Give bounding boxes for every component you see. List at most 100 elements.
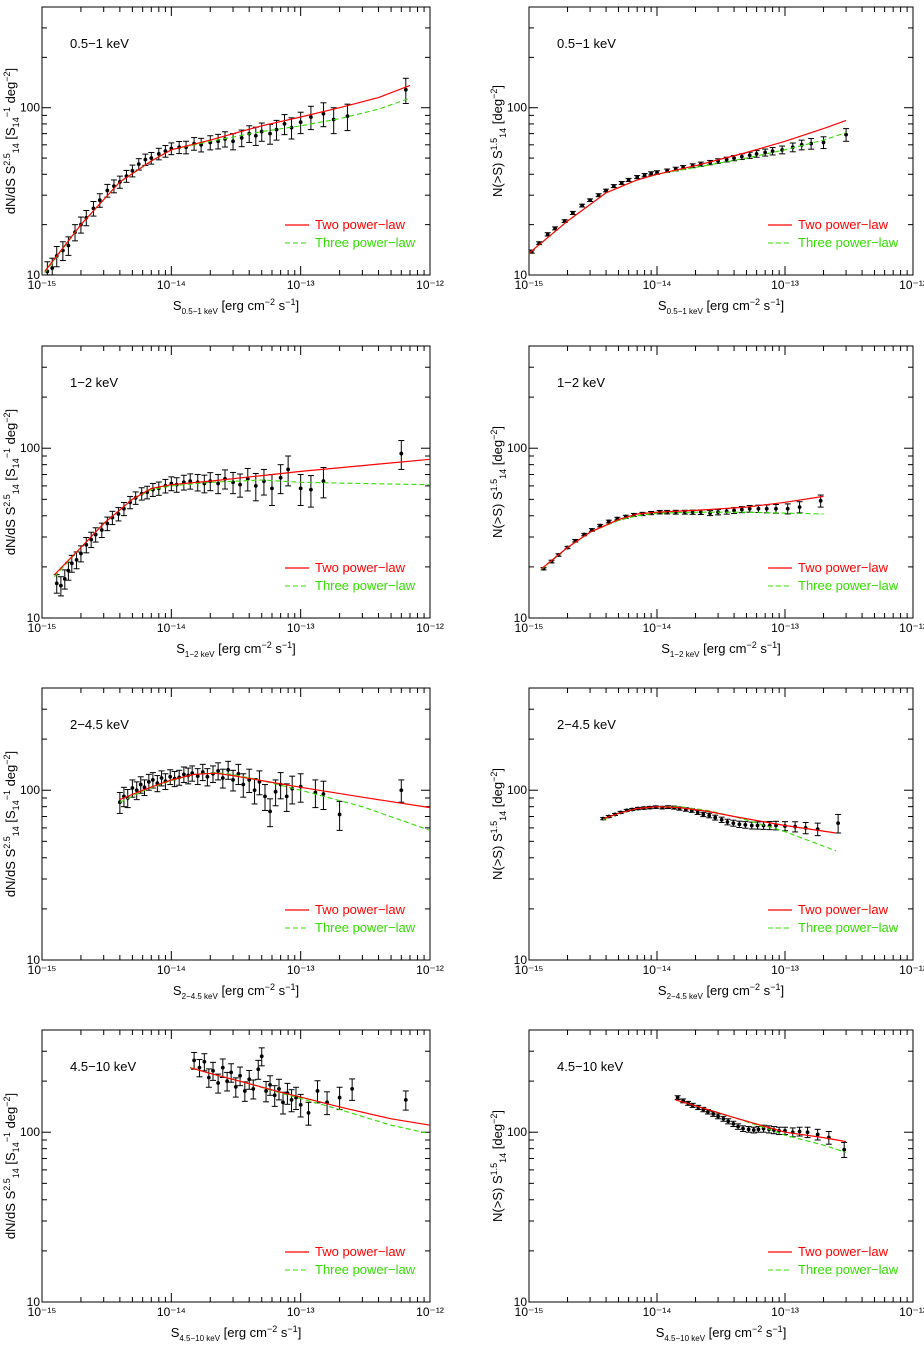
data-point — [220, 1065, 225, 1070]
y-tick-label: 100 — [20, 101, 40, 115]
x-axis-title: S0.5−1 keV [erg cm−2 s−1] — [173, 297, 299, 316]
data-point — [606, 519, 611, 524]
x-tick-label: 10⁻¹⁴ — [157, 278, 186, 292]
data-point — [205, 774, 210, 779]
data-point — [739, 507, 744, 512]
data-point — [289, 1098, 294, 1102]
data-point — [105, 188, 110, 193]
data-point — [281, 1100, 285, 1105]
y-axis-title: N(>S) S1.514 [deg−2] — [489, 1110, 508, 1222]
data-point — [273, 789, 278, 794]
legend-label-two-power-law: Two power−law — [798, 902, 889, 917]
data-point — [242, 1089, 247, 1093]
data-point — [626, 178, 631, 182]
data-point — [264, 1089, 268, 1093]
y-title-sup: 2.5 — [2, 1178, 12, 1191]
data-point — [725, 820, 730, 824]
data-point — [251, 1086, 256, 1091]
y-title-end: deg — [3, 1107, 18, 1132]
data-point — [159, 776, 164, 780]
data-point — [231, 778, 235, 782]
x-axis-title: S2−4.5 keV [erg cm−2 s−1] — [658, 982, 784, 1001]
data-point — [655, 170, 659, 175]
y-title-sup: −2 — [489, 89, 499, 99]
data-point — [707, 813, 712, 818]
data-point — [635, 175, 640, 179]
data-point — [202, 1059, 207, 1064]
data-point — [721, 1116, 726, 1121]
y-axis-title: N(>S) S1.514 [deg−2] — [489, 426, 508, 538]
y-axis-title: dN/dS S2.514 [S14−1 deg−2] — [2, 409, 21, 555]
y-title-close: ] — [3, 68, 18, 72]
data-point — [150, 778, 155, 782]
x-tick-label: 10⁻¹⁵ — [515, 963, 544, 977]
data-point — [74, 557, 79, 562]
y-title-end: deg — [3, 423, 18, 448]
energy-band-label: 2−4.5 keV — [70, 717, 129, 732]
legend-label-three-power-law: Three power−law — [798, 1262, 899, 1277]
data-point — [289, 125, 294, 130]
data-point — [403, 87, 408, 92]
data-point — [116, 512, 121, 516]
y-title-sup: −1 — [2, 1132, 12, 1142]
two-power-law-curve — [190, 1067, 431, 1126]
legend-label-three-power-law: Three power−law — [798, 235, 899, 250]
data-point — [732, 508, 736, 513]
data-point — [598, 523, 603, 528]
x-tick-label: 10⁻¹⁵ — [515, 621, 544, 635]
x-title-sup: −1 — [282, 640, 292, 650]
y-title-close: ] — [3, 409, 18, 413]
x-axis-title: S1−2 keV [erg cm−2 s−1] — [176, 640, 296, 659]
x-title-sup: −2 — [750, 297, 760, 307]
y-title-sup: −2 — [2, 71, 12, 81]
y-title-sub: 14 — [498, 811, 508, 821]
y-title-rest: [deg — [490, 782, 505, 811]
data-point — [50, 266, 55, 270]
data-point — [263, 794, 267, 799]
y-tick-label: 10 — [27, 611, 41, 625]
data-point — [156, 151, 161, 156]
x-axis-title: S0.5−1 keV [erg cm−2 s−1] — [658, 297, 784, 316]
two-power-law-curve — [119, 772, 431, 809]
x-title-rest: [erg cm — [700, 641, 747, 656]
y-title-rest: [deg — [490, 440, 505, 469]
energy-band-label: 1−2 keV — [70, 375, 118, 390]
x-title-rest: [erg cm — [705, 1325, 752, 1340]
data-point — [245, 476, 250, 481]
x-title-mid: s — [277, 1325, 288, 1340]
data-point — [749, 823, 754, 828]
data-point — [588, 198, 592, 203]
x-title-sub: 2−4.5 keV — [667, 992, 704, 1001]
x-title-main: S — [656, 1325, 665, 1340]
data-point — [97, 198, 102, 203]
data-point — [818, 498, 823, 503]
y-tick-label: 100 — [20, 783, 40, 797]
data-point — [306, 1110, 311, 1115]
data-point — [270, 486, 274, 491]
x-tick-label: 10⁻¹⁴ — [643, 963, 672, 977]
data-point — [181, 772, 186, 777]
y-tick-label: 10 — [514, 268, 528, 282]
x-axis-title: S4.5−10 keV [erg cm−2 s−1] — [656, 1324, 787, 1343]
x-title-end: ] — [783, 1325, 787, 1340]
x-tick-label: 10⁻¹⁴ — [157, 963, 186, 977]
y-title-main: dN/dS S — [3, 848, 18, 897]
x-title-sup: −1 — [285, 297, 295, 307]
data-point — [216, 768, 221, 773]
data-point — [268, 1082, 272, 1087]
data-point — [842, 1147, 847, 1152]
data-point — [611, 184, 616, 188]
x-title-sup: −2 — [265, 297, 275, 307]
x-title-sub: 1−2 keV — [670, 650, 700, 659]
data-point — [724, 157, 729, 162]
data-point — [206, 1075, 211, 1080]
x-tick-label: 10⁻¹³ — [287, 278, 315, 292]
y-title-sup: 1.5 — [489, 1163, 499, 1176]
x-title-sub: 4.5−10 keV — [179, 1334, 220, 1343]
x-title-sub: 4.5−10 keV — [664, 1334, 705, 1343]
data-point — [770, 149, 775, 154]
